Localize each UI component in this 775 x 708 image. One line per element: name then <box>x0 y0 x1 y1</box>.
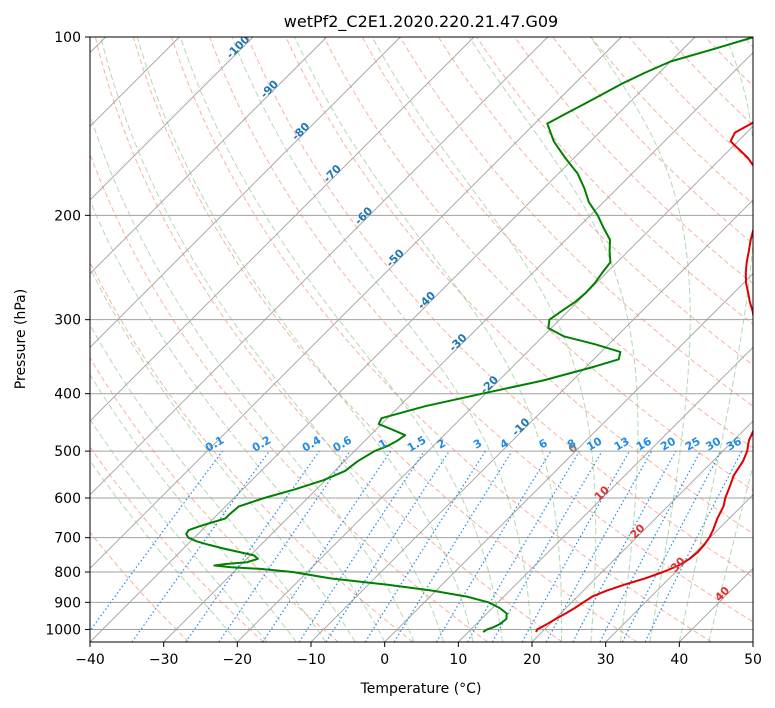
x-tick-label: 20 <box>523 652 541 668</box>
axes: −40 −30 −20 −10 0 10 20 30 40 50 1000 900 800 700 600 5… <box>45 30 762 668</box>
y-tick-label: 1000 <box>45 622 81 638</box>
moist-adiabat <box>589 37 691 642</box>
x-tick-label: 40 <box>670 652 688 668</box>
dry-adiabat <box>209 37 753 623</box>
y-tick-label: 200 <box>54 208 81 224</box>
mixing-ratio-line <box>325 450 450 642</box>
y-tick-label: 100 <box>54 30 81 46</box>
moist-adiabat <box>468 37 639 642</box>
dry-adiabat <box>90 356 339 642</box>
x-tick-label: 10 <box>449 652 467 668</box>
mixing-ratio-line <box>185 450 320 642</box>
moist-adiabat <box>678 37 753 642</box>
dry-adiabat <box>247 37 753 578</box>
dry-adiabat <box>90 152 488 642</box>
moist-adiabat <box>179 37 503 642</box>
mixing-ratio-line <box>393 450 513 642</box>
dry-adiabat <box>90 531 190 642</box>
x-tick-label: −30 <box>149 652 179 668</box>
dry-adiabat <box>399 37 753 407</box>
moist-adiabat <box>90 373 297 642</box>
dry-adiabat <box>437 37 753 366</box>
chart-title: wetPf2_C2E1.2020.220.21.47.G09 <box>284 12 558 32</box>
moist-adiabat <box>231 37 533 642</box>
moist-adiabat <box>90 267 356 642</box>
x-tick-label: −20 <box>223 652 253 668</box>
isotherm-line <box>237 125 753 642</box>
dry-adiabat <box>361 37 753 449</box>
moist-adiabat <box>90 460 238 642</box>
mixing-ratio-line <box>572 450 677 642</box>
moist-adiabat <box>100 37 445 642</box>
y-tick-label: 900 <box>54 595 81 611</box>
isotherm-line <box>163 52 753 642</box>
mixing-ratio-line <box>131 450 270 642</box>
isotherm-line <box>90 37 254 201</box>
y-tick-label: 700 <box>54 531 81 547</box>
moist-adiabat <box>90 323 327 642</box>
y-tick-label: 600 <box>54 491 81 507</box>
isotherm-line <box>90 37 475 422</box>
x-tick-label: 30 <box>597 652 615 668</box>
mixing-ratio-line <box>644 450 743 642</box>
dry-adiabat <box>94 37 563 642</box>
moist-adiabat <box>371 37 597 642</box>
y-axis-label: Pressure (hPa) <box>13 289 29 389</box>
y-tick-label: 500 <box>54 444 81 460</box>
y-tick-label: 400 <box>54 387 81 403</box>
moist-adiabat <box>90 199 386 642</box>
dry-adiabat <box>90 446 264 642</box>
mixing-ratio-line <box>262 450 392 642</box>
y-tick-label: 800 <box>54 565 81 581</box>
x-tick-label: 50 <box>744 652 762 668</box>
temperature-profile-line <box>535 121 753 633</box>
moist-adiabat <box>90 113 415 642</box>
isotherm-line <box>90 37 327 275</box>
x-tick-label: 0 <box>380 652 389 668</box>
mixing-ratio-line <box>521 450 631 642</box>
isotherm-line <box>458 346 753 642</box>
mixing-ratio-line <box>90 450 223 632</box>
plot-background <box>90 37 753 642</box>
background-lines <box>90 37 753 642</box>
dry-adiabat <box>285 37 753 535</box>
sounding-profiles <box>185 37 753 633</box>
dewpoint-profile-line <box>185 37 753 633</box>
dry-adiabat <box>90 260 414 642</box>
isotherm-line <box>531 420 753 642</box>
mixing-ratio-line <box>545 450 653 642</box>
moist-adiabat <box>136 37 474 642</box>
isotherm-line <box>90 37 548 496</box>
moist-adiabat <box>90 418 268 642</box>
isotherm-line <box>90 37 622 569</box>
x-tick-label: −10 <box>296 652 326 668</box>
x-tick-label: −40 <box>75 652 105 668</box>
isotherm-line <box>384 273 753 642</box>
x-axis-label: Temperature (°C) <box>360 681 482 697</box>
moist-adiabat <box>294 37 563 642</box>
dry-adiabat <box>323 37 753 491</box>
mixing-ratio-line <box>298 450 425 642</box>
y-tick-label: 300 <box>54 313 81 329</box>
dry-adiabat <box>132 37 638 642</box>
plot-frame <box>89 36 754 643</box>
dry-adiabat <box>171 37 712 642</box>
dry-adiabat <box>514 37 753 285</box>
mixing-ratio-line <box>218 450 351 642</box>
isotherm-line <box>90 37 696 642</box>
isotherm-line <box>752 641 753 642</box>
